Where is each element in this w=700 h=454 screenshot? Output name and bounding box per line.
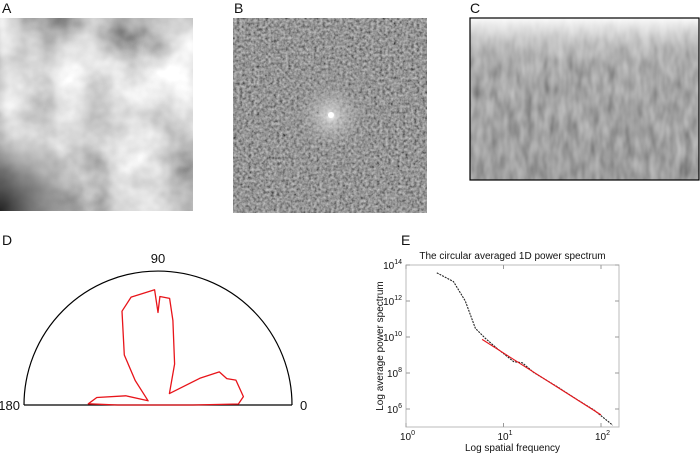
y-tick-base: 10 bbox=[387, 369, 399, 380]
angle-label-90: 90 bbox=[151, 251, 165, 266]
y-tick-label: 106 bbox=[387, 403, 402, 416]
y-axis-label: Log average power spectrum bbox=[375, 281, 386, 411]
y-tick-exp: 12 bbox=[394, 295, 402, 302]
angle-label-0: 0 bbox=[300, 398, 307, 413]
x-tick-base: 10 bbox=[497, 432, 509, 443]
y-tick-base: 10 bbox=[383, 333, 395, 344]
polar-arc bbox=[23, 270, 293, 406]
x-tick-base: 10 bbox=[400, 432, 412, 443]
y-tick-base: 10 bbox=[387, 405, 399, 416]
plot-frame bbox=[405, 264, 620, 428]
x-tick-label: 100 bbox=[400, 430, 415, 443]
y-tick-base: 10 bbox=[383, 297, 395, 308]
loglog-plot-e: The circular averaged 1D power spectrum L… bbox=[375, 251, 620, 454]
y-tick-label: 1014 bbox=[383, 259, 402, 272]
image-c-polar-transform bbox=[469, 17, 700, 181]
linear-fit-line bbox=[481, 338, 602, 416]
polar-plot-d: 0 90 180 bbox=[0, 251, 307, 413]
image-b-fourier-spectrum bbox=[233, 18, 427, 213]
y-tick-label: 1012 bbox=[383, 295, 402, 308]
angle-label-180: 180 bbox=[0, 398, 20, 413]
y-tick-exp: 10 bbox=[394, 331, 402, 338]
y-tick-exp: 14 bbox=[394, 259, 402, 266]
power-spectrum-line bbox=[436, 272, 614, 426]
x-tick-exp: 1 bbox=[509, 430, 513, 437]
panel-label-e: E bbox=[401, 232, 411, 248]
y-tick-base: 10 bbox=[383, 261, 395, 272]
y-tick-exp: 8 bbox=[398, 367, 402, 374]
panel-label-a: A bbox=[2, 0, 12, 16]
panel-label-d: D bbox=[2, 232, 13, 248]
y-tick-label: 108 bbox=[387, 367, 402, 380]
panel-label-b: B bbox=[234, 0, 244, 16]
panel-label-c: C bbox=[470, 0, 481, 16]
x-tick-label: 102 bbox=[595, 430, 610, 443]
x-tick-exp: 0 bbox=[411, 430, 415, 437]
x-tick-exp: 2 bbox=[606, 430, 610, 437]
y-tick-exp: 6 bbox=[398, 403, 402, 410]
chart-title: The circular averaged 1D power spectrum bbox=[419, 251, 605, 262]
image-a-texture bbox=[0, 18, 193, 211]
y-tick-label: 1010 bbox=[383, 331, 402, 344]
x-tick-label: 101 bbox=[497, 430, 512, 443]
x-tick-base: 10 bbox=[595, 432, 607, 443]
x-axis-label: Log spatial frequency bbox=[465, 443, 560, 454]
polar-series-line bbox=[87, 289, 245, 406]
